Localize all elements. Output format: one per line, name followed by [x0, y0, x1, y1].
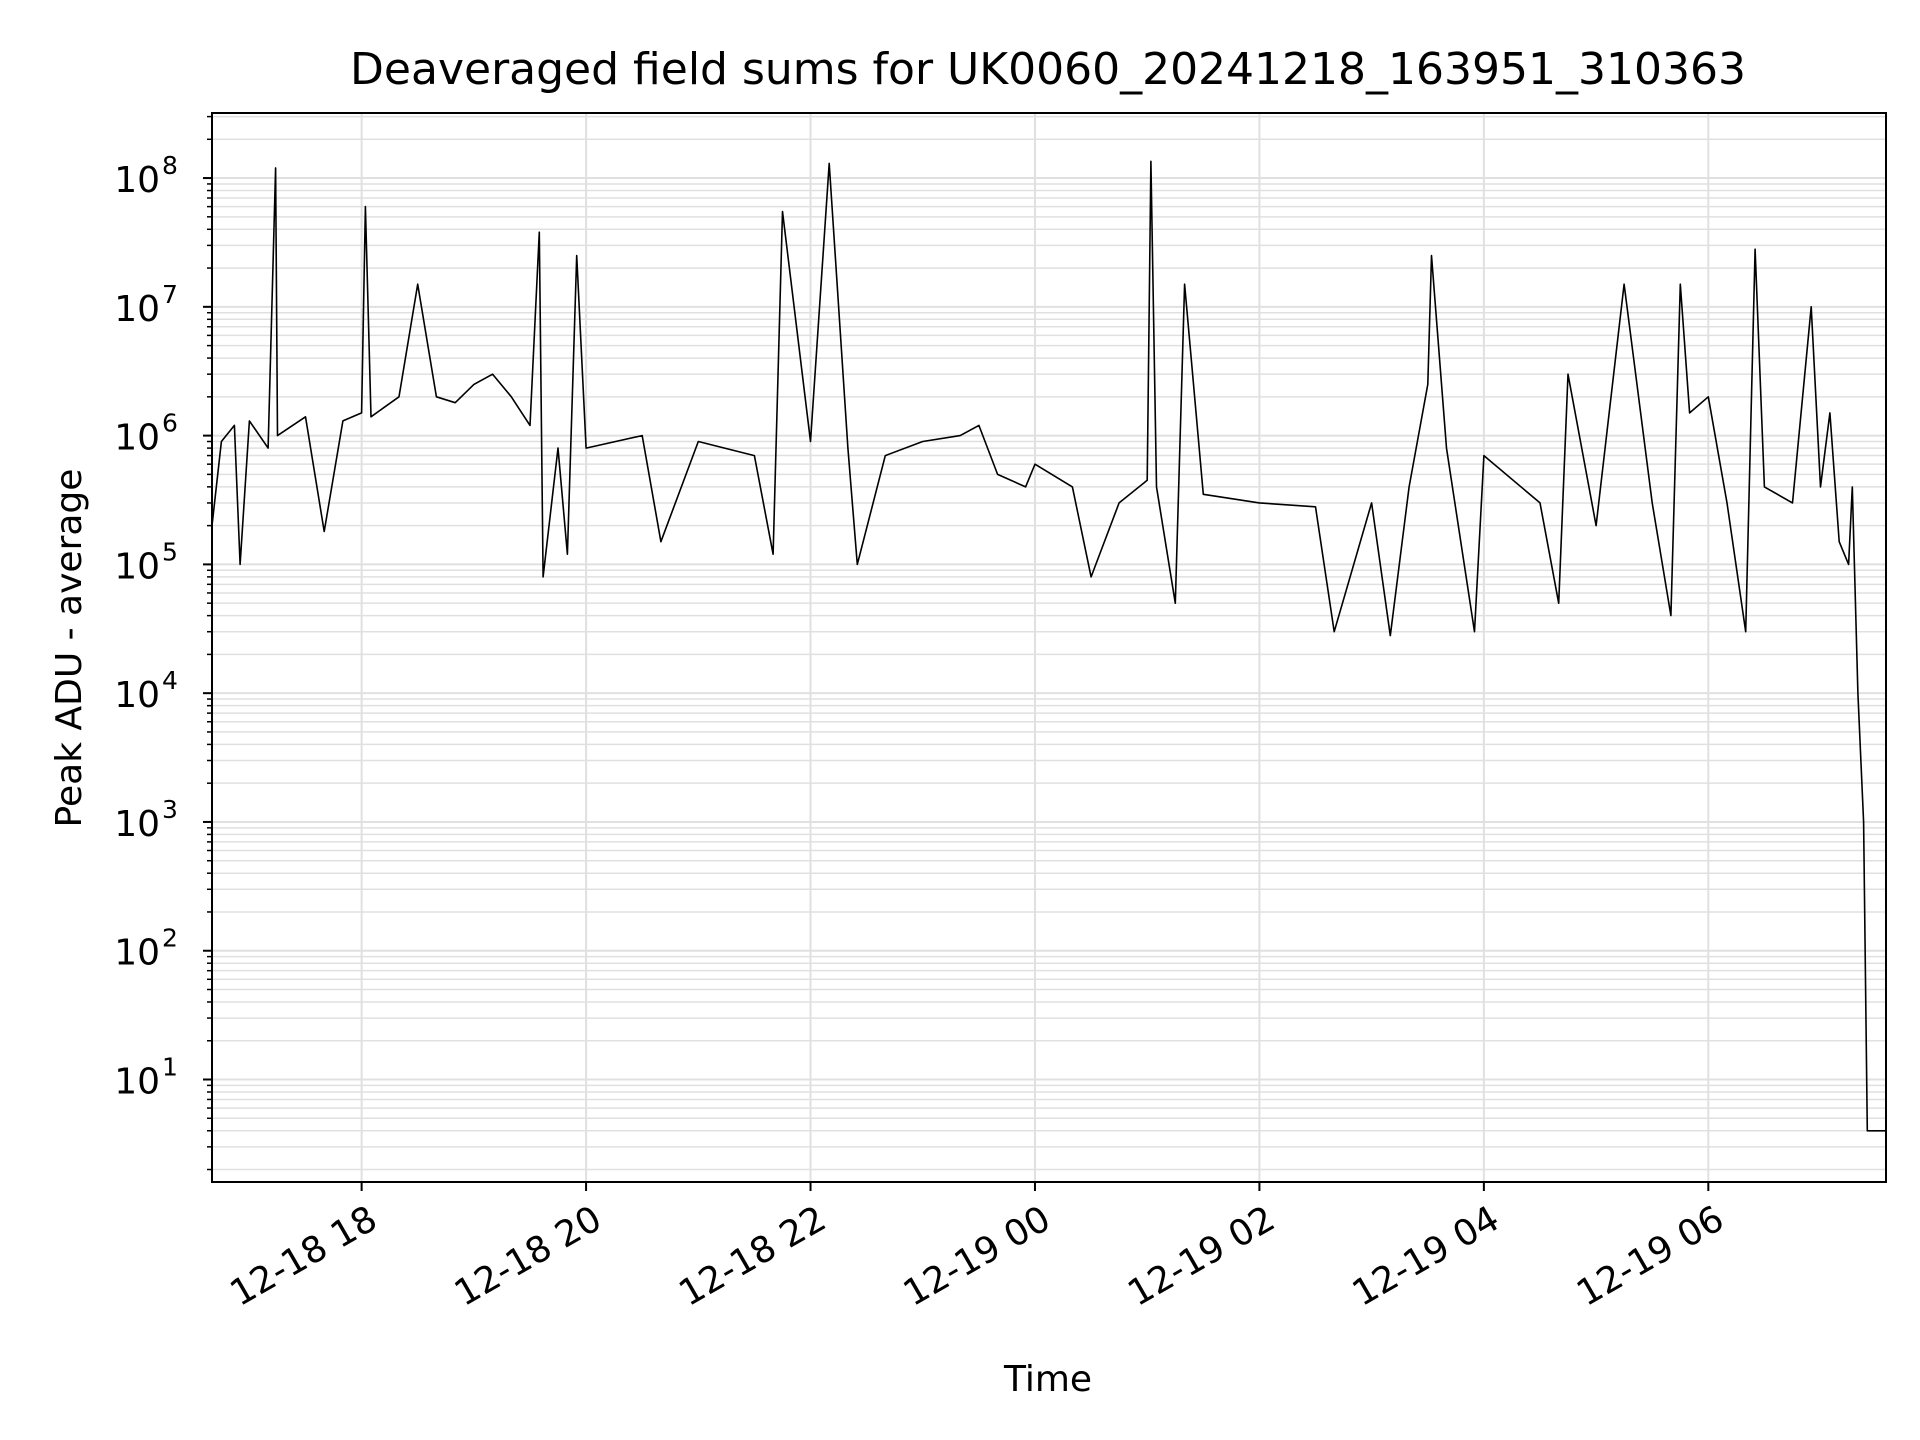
y-tick-label-base: 10 — [114, 160, 160, 201]
y-tick-label-base: 10 — [114, 418, 160, 459]
y-tick-label: 10 8 — [114, 151, 178, 201]
y-tick-label: 10 6 — [114, 409, 178, 459]
y-tick-label: 10 4 — [114, 666, 178, 716]
y-tick-label: 10 3 — [114, 795, 178, 845]
axes-frame — [211, 112, 1887, 1183]
y-axis-label: Peak ADU - average — [49, 469, 90, 828]
y-tick-label-base: 10 — [114, 546, 160, 587]
series-line — [211, 160, 1886, 1132]
y-tick-label: 10 1 — [114, 1053, 178, 1103]
y-tick-label-exponent: 8 — [162, 151, 178, 180]
y-tick-label-base: 10 — [114, 933, 160, 974]
y-tick-label: 10 5 — [114, 537, 178, 587]
y-tick-label-exponent: 1 — [162, 1053, 178, 1082]
y-tick-label-base: 10 — [114, 1062, 160, 1103]
y-tick-label-exponent: 6 — [162, 409, 178, 438]
plot-area — [211, 160, 1886, 1132]
x-axis-label: Time — [1003, 1359, 1092, 1400]
grid — [212, 113, 1886, 1182]
y-tick-label: 10 7 — [114, 280, 178, 330]
y-tick-label: 10 2 — [114, 924, 178, 974]
y-tick-label-exponent: 2 — [162, 924, 178, 953]
y-tick-label-exponent: 5 — [162, 537, 178, 566]
chart-title: Deaveraged field sums for UK0060_2024121… — [350, 44, 1746, 95]
y-tick-label-base: 10 — [114, 804, 160, 845]
y-tick-label-exponent: 7 — [162, 280, 178, 309]
y-tick-label-exponent: 4 — [162, 666, 178, 695]
y-tick-label-base: 10 — [114, 289, 160, 330]
y-tick-label-exponent: 3 — [162, 795, 178, 824]
y-tick-label-base: 10 — [114, 675, 160, 716]
